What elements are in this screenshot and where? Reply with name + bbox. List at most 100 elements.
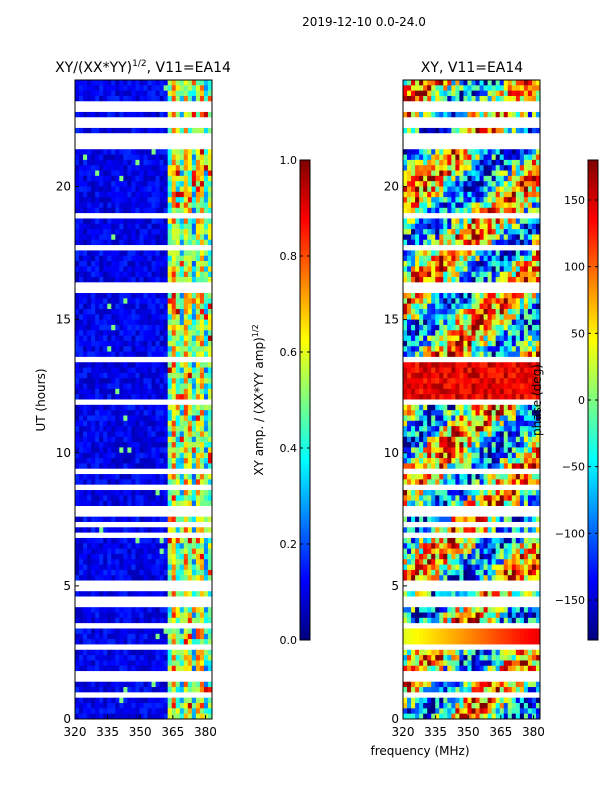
heatmap-cell (103, 223, 108, 230)
heatmap-cell (127, 537, 132, 544)
heatmap-cell (187, 175, 193, 182)
heatmap-cell (523, 159, 529, 166)
heatmap-cell (75, 138, 80, 145)
heatmap-cell (495, 207, 501, 214)
heatmap-cell (183, 356, 189, 363)
heatmap-cell (123, 159, 128, 166)
heatmap-cell (91, 442, 96, 448)
heatmap-cell (191, 479, 197, 486)
heatmap-cell (203, 111, 209, 118)
heatmap-cell (207, 346, 213, 352)
heatmap-cell (191, 330, 197, 336)
heatmap-cell (123, 564, 128, 571)
heatmap-cell (499, 202, 505, 209)
heatmap-cell (451, 127, 456, 134)
heatmap-cell (83, 484, 88, 491)
heatmap-cell (183, 575, 189, 581)
heatmap-cell (203, 404, 209, 411)
heatmap-cell (171, 90, 177, 97)
heatmap-cell (151, 111, 156, 118)
heatmap-cell (203, 665, 209, 672)
heatmap-cell (135, 516, 140, 523)
heatmap-cell (491, 101, 497, 108)
heatmap-cell (119, 277, 124, 283)
heatmap-cell (147, 207, 152, 214)
heatmap-cell (467, 85, 472, 92)
heatmap-cell (75, 383, 80, 390)
heatmap-cell (103, 569, 108, 576)
heatmap-cell (91, 596, 96, 603)
heatmap-cell (167, 101, 173, 108)
heatmap-cell (499, 143, 505, 150)
heatmap-cell (151, 601, 156, 608)
heatmap-cell (183, 500, 189, 507)
heatmap-cell (167, 303, 173, 310)
heatmap-cell (143, 101, 148, 108)
heatmap-cell (127, 596, 132, 603)
heatmap-cell (159, 101, 165, 108)
heatmap-cell (179, 388, 185, 395)
heatmap-cell (155, 649, 161, 656)
heatmap-cell (91, 133, 96, 139)
heatmap-cell (95, 255, 100, 262)
heatmap-cell (159, 133, 165, 139)
heatmap-cell (115, 623, 120, 629)
heatmap-cell (131, 607, 136, 613)
heatmap-cell (191, 569, 197, 576)
heatmap-cell (183, 298, 189, 305)
heatmap-cell (527, 133, 533, 139)
heatmap-cell (191, 378, 197, 384)
heatmap-cell (435, 186, 440, 193)
heatmap-cell (143, 628, 148, 635)
heatmap-cell (79, 559, 84, 565)
heatmap-cell (187, 415, 193, 422)
heatmap-cell (75, 245, 80, 251)
heatmap-cell (107, 399, 112, 406)
heatmap-cell (195, 575, 201, 581)
heatmap-cell (147, 452, 152, 459)
heatmap-cell (499, 213, 505, 219)
heatmap-cell (207, 665, 213, 672)
heatmap-cell (527, 207, 533, 214)
heatmap-cell (103, 633, 108, 640)
heatmap-cell (207, 633, 213, 640)
heatmap-cell (99, 266, 104, 273)
heatmap-cell (507, 138, 513, 145)
heatmap-cell (419, 197, 424, 203)
heatmap-cell (451, 101, 456, 108)
heatmap-cell (507, 213, 513, 219)
heatmap-cell (519, 101, 525, 108)
heatmap-cell (207, 548, 213, 555)
heatmap-cell (179, 340, 185, 347)
heatmap-cell (155, 324, 161, 331)
heatmap-cell (423, 127, 428, 134)
heatmap-cell (175, 617, 181, 624)
heatmap-cell (515, 165, 521, 171)
heatmap-cell (135, 410, 140, 416)
heatmap-cell (151, 548, 156, 555)
heatmap-cell (163, 223, 169, 230)
heatmap-cell (155, 511, 161, 518)
heatmap-cell (459, 186, 464, 193)
heatmap-cell (155, 671, 161, 677)
heatmap-cell (123, 511, 128, 518)
heatmap-cell (135, 575, 140, 581)
left-panel-title: XY/(XX*YY)1/2, V11=EA14 (55, 59, 231, 76)
heatmap-cell (91, 490, 96, 496)
heatmap-cell (87, 308, 92, 315)
heatmap-cell (527, 159, 533, 166)
heatmap-cell (115, 665, 120, 672)
heatmap-cell (415, 186, 420, 193)
heatmap-cell (207, 282, 213, 289)
heatmap-cell (487, 202, 493, 209)
heatmap-cell (511, 85, 517, 92)
heatmap-cell (203, 223, 209, 230)
heatmap-cell (527, 143, 533, 150)
heatmap-cell (187, 101, 193, 108)
heatmap-cell (199, 111, 205, 118)
heatmap-cell (207, 495, 213, 502)
heatmap-cell (139, 319, 144, 326)
heatmap-cell (123, 527, 128, 534)
heatmap-cell (99, 537, 104, 544)
heatmap-cell (183, 559, 189, 565)
